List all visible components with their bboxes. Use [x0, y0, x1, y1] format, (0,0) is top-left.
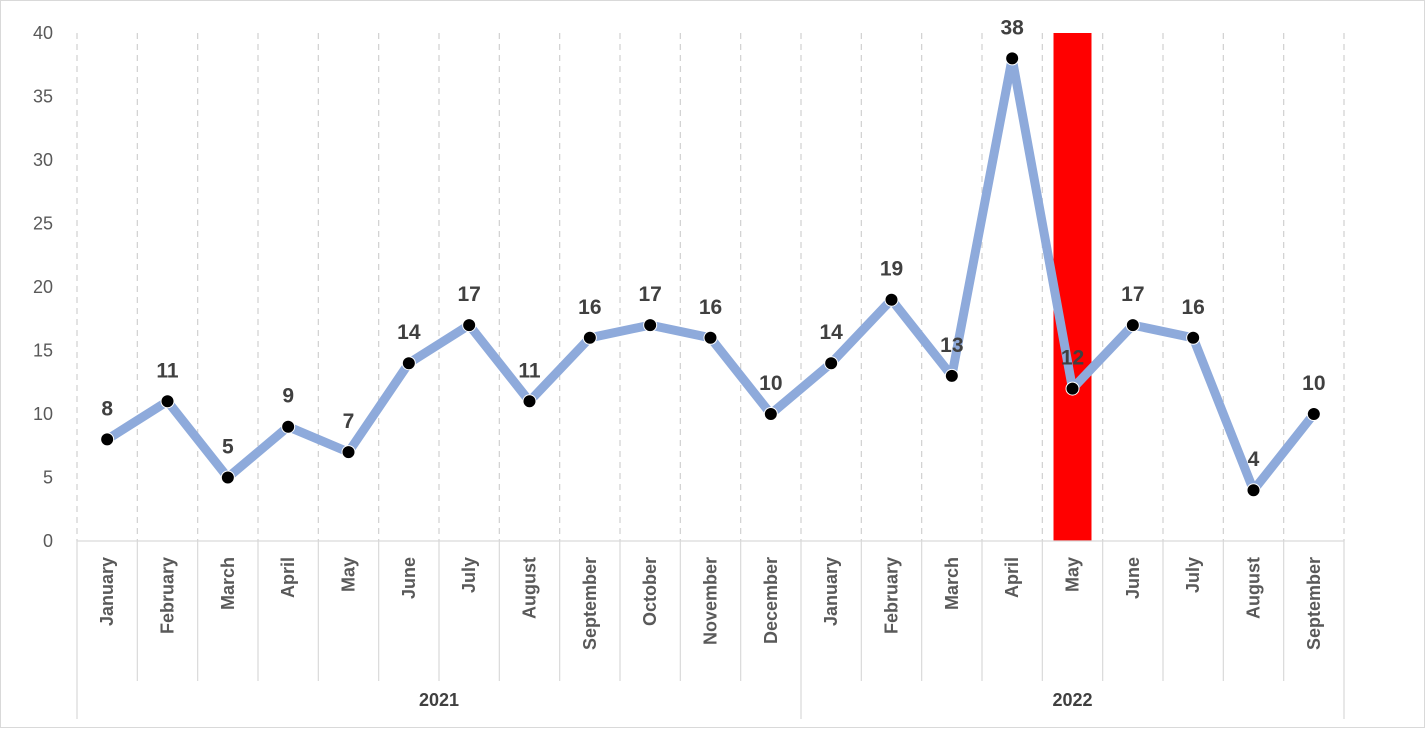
data-label: 10	[759, 372, 782, 395]
data-label: 10	[1302, 372, 1325, 395]
data-labels: 8 11 5 9 7 14 17 11 16 17 16 10 14 19 13 38 12 17 16 4 10	[101, 16, 1325, 471]
x-tick-label: February	[882, 557, 902, 634]
data-label: 11	[156, 359, 179, 382]
data-label: 13	[940, 334, 963, 357]
y-tick-label: 5	[43, 468, 53, 488]
data-point	[763, 407, 778, 421]
x-tick-label: June	[1123, 557, 1143, 599]
x-axis-groups: 2021 2022	[419, 690, 1093, 710]
y-tick-label: 20	[33, 277, 53, 297]
x-group-label: 2021	[419, 690, 459, 710]
data-label: 9	[282, 385, 294, 408]
data-label: 12	[1061, 347, 1084, 370]
data-label: 16	[1181, 296, 1204, 319]
x-tick-label: September	[1304, 557, 1324, 650]
gridlines	[76, 33, 1345, 541]
x-group-label: 2022	[1052, 690, 1092, 710]
data-points	[100, 51, 1321, 498]
highlight-bar	[1053, 33, 1092, 541]
x-tick-label: December	[761, 557, 781, 644]
x-tick-label: July	[459, 557, 479, 593]
data-label: 19	[880, 258, 903, 281]
x-tick-label: September	[580, 557, 600, 650]
x-tick-label: May	[1063, 557, 1083, 592]
data-point	[160, 394, 175, 409]
data-label: 14	[397, 321, 421, 344]
data-label: 16	[699, 296, 722, 319]
data-point	[944, 368, 959, 383]
data-point	[703, 330, 718, 345]
data-point	[824, 356, 839, 371]
data-point	[1246, 483, 1261, 498]
data-label: 4	[1248, 448, 1260, 471]
data-label: 11	[518, 359, 541, 382]
data-label: 5	[222, 436, 234, 459]
data-point	[522, 394, 537, 409]
x-tick-label: January	[97, 557, 117, 626]
data-point	[643, 318, 658, 333]
x-tick-label: June	[399, 557, 419, 599]
x-tick-label: October	[640, 557, 660, 626]
data-label: 17	[1121, 283, 1144, 306]
x-tick-label: May	[339, 557, 359, 592]
data-point	[1125, 318, 1140, 333]
x-tick-label: April	[1002, 557, 1022, 598]
axes	[76, 540, 1345, 719]
y-tick-label: 30	[33, 150, 53, 170]
data-point	[462, 318, 477, 333]
y-tick-label: 10	[33, 404, 53, 424]
data-label: 17	[638, 283, 661, 306]
x-tick-label: August	[520, 557, 540, 619]
x-tick-label: March	[218, 557, 238, 610]
y-tick-label: 0	[43, 531, 53, 551]
x-tick-label: February	[158, 557, 178, 634]
x-tick-label: April	[278, 557, 298, 598]
data-point	[1005, 51, 1020, 66]
x-tick-label: August	[1244, 557, 1264, 619]
data-label: 17	[457, 283, 480, 306]
data-point	[220, 470, 235, 485]
data-label: 38	[1000, 16, 1024, 39]
highlight-layer	[1053, 33, 1092, 541]
data-point	[341, 445, 356, 460]
data-point	[1186, 330, 1201, 345]
x-tick-label: November	[701, 557, 721, 645]
data-point	[582, 330, 597, 345]
data-label: 7	[343, 410, 355, 433]
y-axis-ticks: 0 5 10 15 20 25 30 35 40	[33, 23, 53, 551]
y-tick-label: 25	[33, 214, 53, 234]
data-point	[401, 356, 416, 371]
x-tick-label: January	[821, 557, 841, 626]
data-label: 16	[578, 296, 601, 319]
y-tick-label: 35	[33, 87, 53, 107]
x-tick-label: March	[942, 557, 962, 610]
data-point	[281, 419, 296, 434]
data-label: 8	[101, 397, 113, 420]
x-tick-label: July	[1183, 557, 1203, 593]
data-point	[1065, 381, 1080, 396]
data-point	[1306, 407, 1321, 421]
y-tick-label: 40	[33, 23, 53, 43]
data-label: 14	[819, 321, 843, 344]
y-tick-label: 15	[33, 341, 53, 361]
x-axis-ticks: January February March April May June July Augu…	[97, 557, 1324, 650]
data-point	[884, 292, 899, 307]
data-point	[100, 432, 115, 447]
